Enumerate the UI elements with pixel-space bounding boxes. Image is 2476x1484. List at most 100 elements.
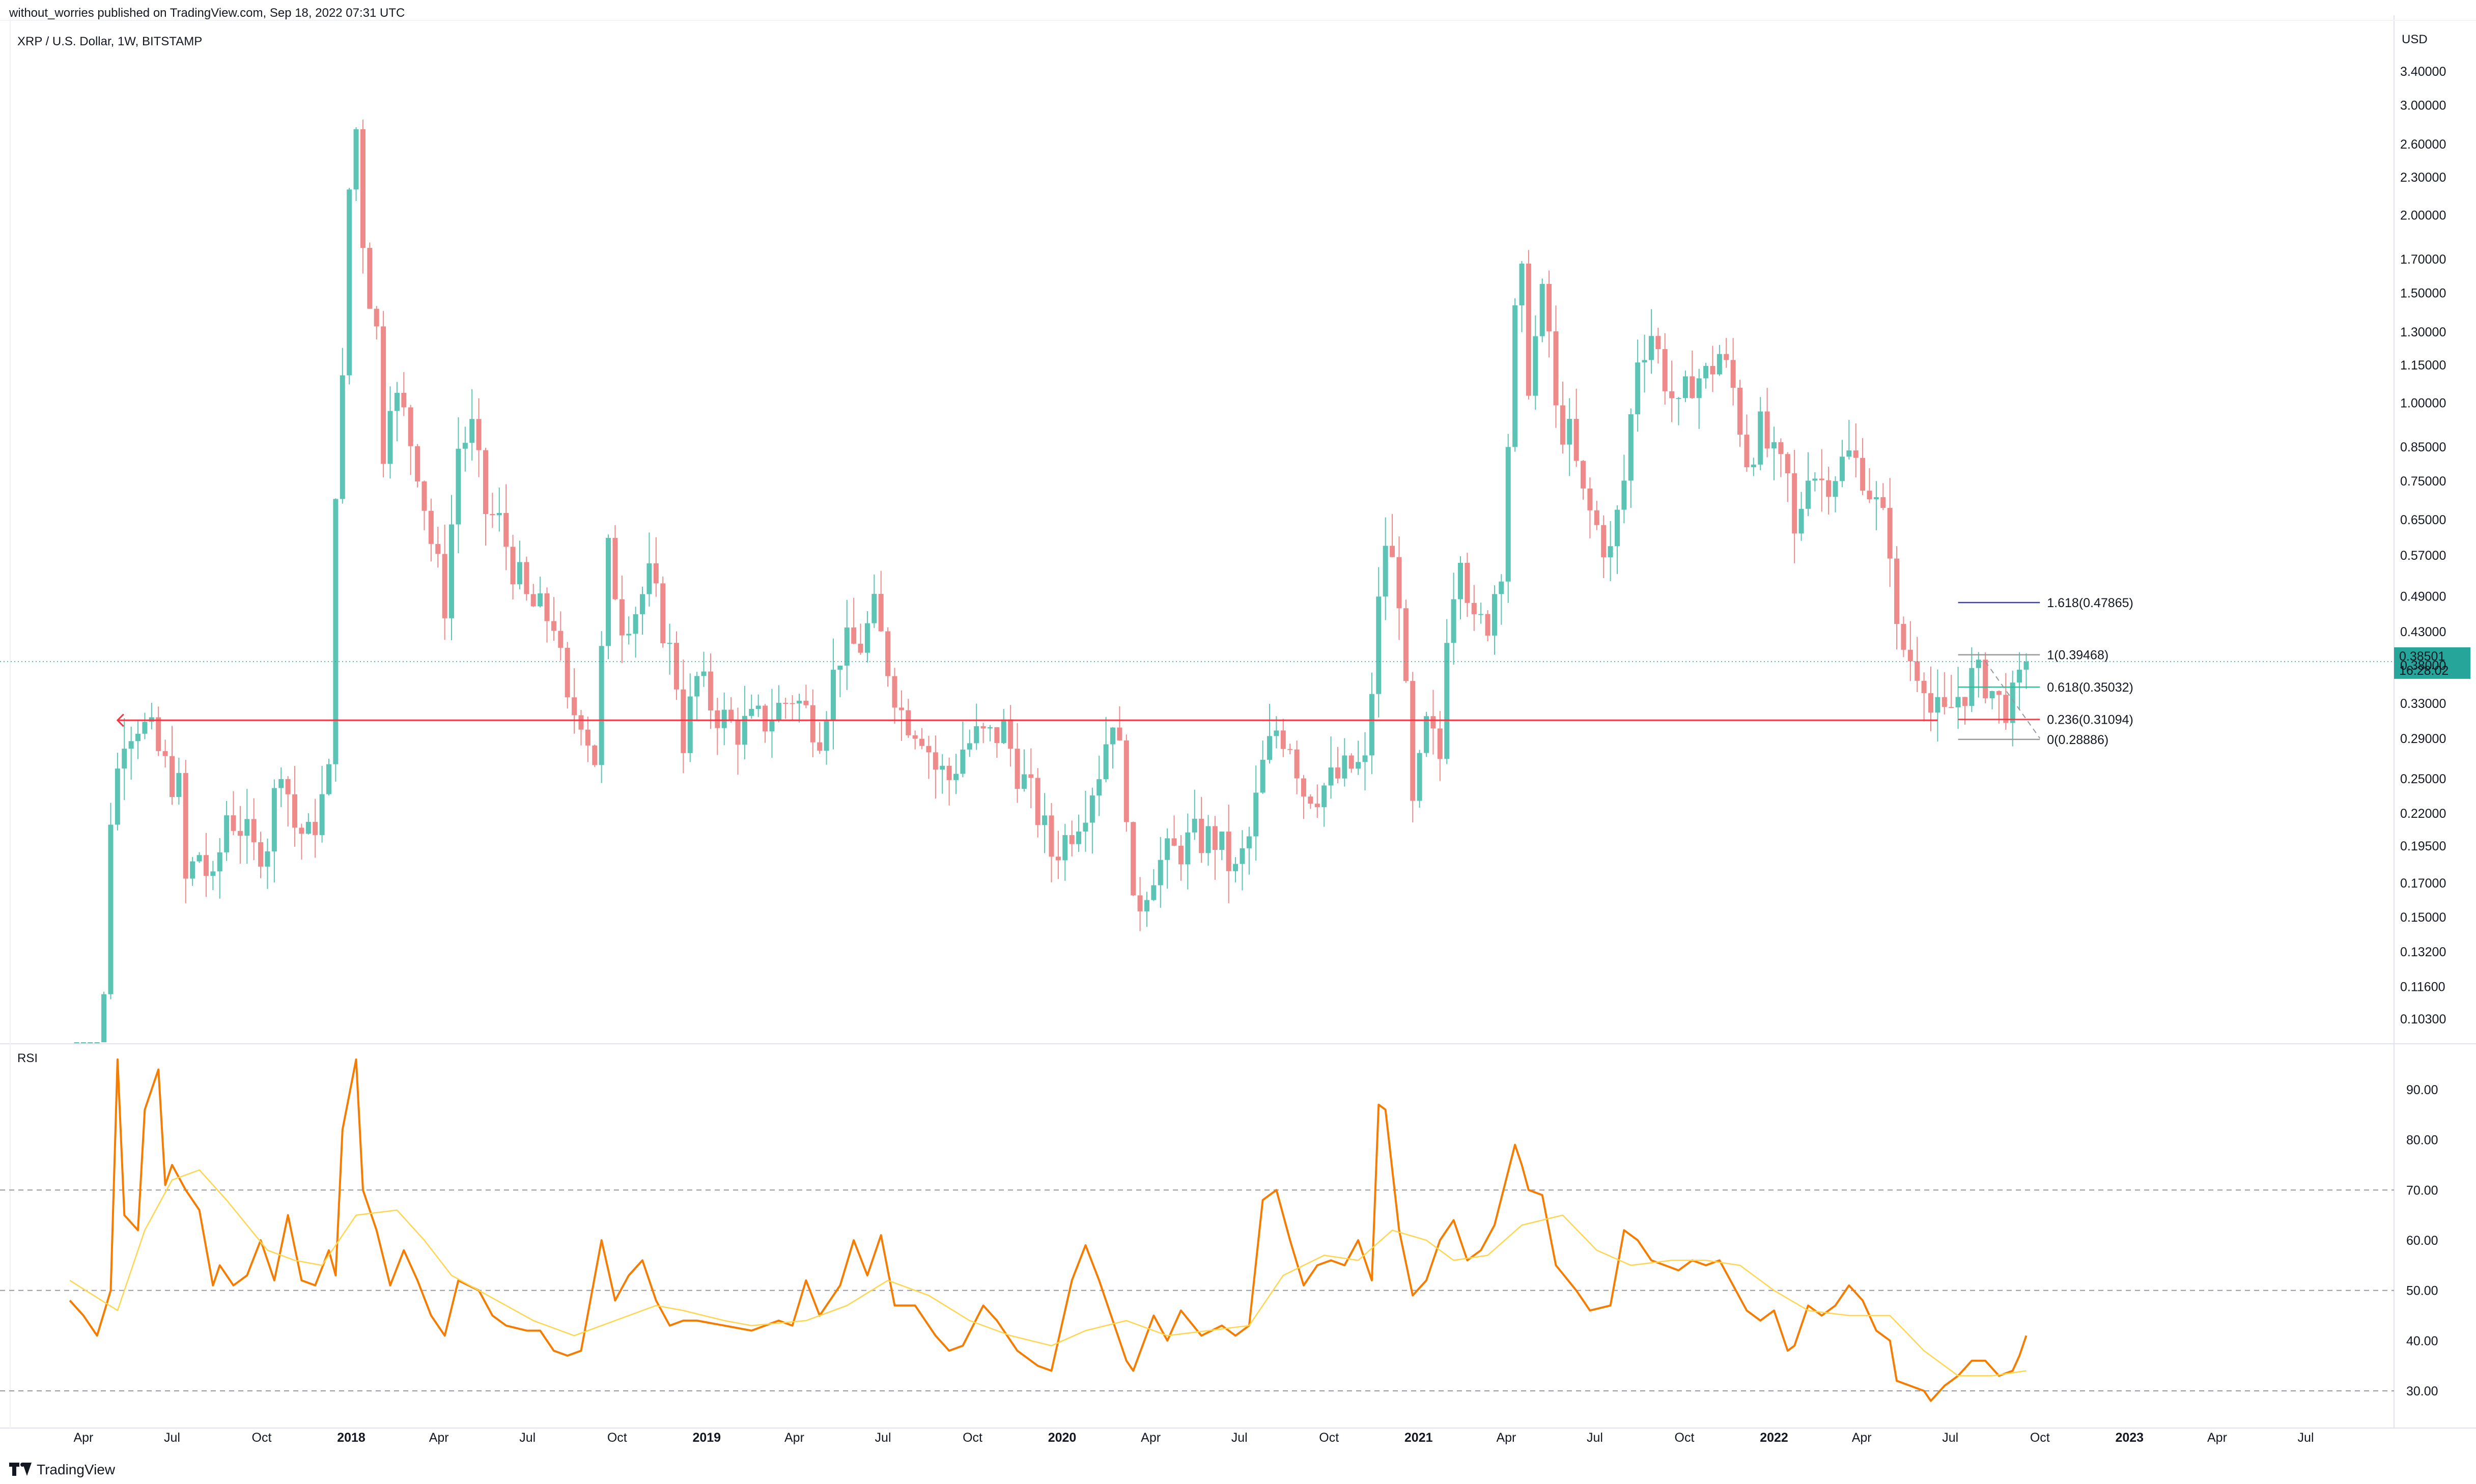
candle[interactable] [551,597,556,641]
candle[interactable] [1021,749,1027,792]
candle[interactable] [1089,787,1095,854]
candle[interactable] [633,607,638,658]
candle[interactable] [1812,472,1818,492]
candle[interactable] [1287,744,1293,755]
candle[interactable] [340,348,345,504]
candle[interactable] [80,1042,86,1043]
candle[interactable] [1907,621,1913,681]
candle[interactable] [1676,397,1681,425]
candle[interactable] [667,623,672,675]
candle[interactable] [1628,408,1634,508]
candle[interactable] [1485,610,1490,642]
candle[interactable] [1526,250,1531,399]
candle[interactable] [803,684,809,708]
candle[interactable] [1805,452,1811,517]
candle[interactable] [2023,653,2029,689]
candle[interactable] [1403,600,1409,683]
candle[interactable] [626,616,632,645]
candle[interactable] [1165,828,1170,889]
candle[interactable] [1949,675,1954,708]
candle[interactable] [1219,831,1225,861]
candle[interactable] [456,417,461,554]
rsi-pane[interactable] [0,1058,2394,1402]
candle[interactable] [824,711,829,765]
candle[interactable] [367,242,373,309]
price-pane[interactable]: 1.618(0.47865) 1(0.39468) 0.618(0.35032) 0.… [0,120,2470,1043]
candle[interactable] [1144,892,1149,927]
candle[interactable] [538,577,543,608]
candle[interactable] [1976,652,1981,698]
candle[interactable] [646,532,652,607]
candle[interactable] [1573,388,1579,467]
candle[interactable] [1724,338,1729,368]
candle[interactable] [681,659,686,774]
candle[interactable] [1662,333,1668,405]
candle[interactable] [1655,327,1661,364]
candle[interactable] [1989,691,1995,709]
tradingview-brand[interactable]: TradingView [9,1460,115,1480]
candle[interactable] [1471,585,1477,631]
candle[interactable] [394,382,400,441]
candle[interactable] [871,574,877,628]
candle[interactable] [1846,420,1852,460]
candle[interactable] [1499,574,1504,625]
candle[interactable] [960,721,966,778]
candle[interactable] [1560,381,1565,454]
candle[interactable] [1076,814,1082,852]
candle[interactable] [1069,820,1075,857]
candle[interactable] [946,757,952,806]
candle[interactable] [1744,414,1750,472]
candle[interactable] [2017,652,2022,710]
candle[interactable] [1710,346,1715,392]
candle[interactable] [1962,697,1967,725]
candle[interactable] [1594,501,1599,530]
candle[interactable] [1928,666,1934,731]
candle[interactable] [435,527,441,568]
candle[interactable] [1512,298,1518,452]
candle[interactable] [1321,783,1327,827]
candle[interactable] [1192,789,1197,840]
candle[interactable] [1505,434,1511,603]
candle[interactable] [1185,813,1191,890]
candle[interactable] [783,697,789,719]
candle[interactable] [1390,513,1395,557]
candle[interactable] [1703,362,1709,389]
candle[interactable] [1553,305,1559,428]
candle[interactable] [1880,483,1886,510]
candle[interactable] [503,484,509,570]
candle[interactable] [292,766,298,847]
candle[interactable] [1737,380,1743,447]
candle[interactable] [1055,831,1061,879]
candle[interactable] [565,642,570,709]
candle[interactable] [162,739,168,768]
candle[interactable] [1792,449,1797,563]
candle[interactable] [1062,823,1068,881]
candle[interactable] [1008,705,1014,767]
candle[interactable] [387,386,393,479]
candle[interactable] [817,722,823,754]
candle[interactable] [1833,476,1838,512]
candle[interactable] [524,556,529,601]
candle[interactable] [1212,816,1218,880]
candle[interactable] [251,798,257,861]
candle[interactable] [1798,492,1804,541]
candle[interactable] [1648,309,1654,374]
candle[interactable] [660,576,666,648]
candle[interactable] [858,623,863,655]
candle[interactable] [687,673,693,762]
candle[interactable] [599,631,604,783]
candle[interactable] [88,1042,93,1043]
candle[interactable] [1465,553,1470,617]
candle[interactable] [449,495,455,641]
candle[interactable] [1785,452,1790,502]
candle[interactable] [1396,536,1402,640]
candle[interactable] [1873,481,1879,531]
candle[interactable] [1369,672,1374,775]
candle[interactable] [721,692,727,746]
candle[interactable] [1614,505,1620,574]
candle[interactable] [128,726,134,780]
candle[interactable] [1860,438,1866,495]
candle[interactable] [360,120,365,274]
candle[interactable] [974,703,979,750]
